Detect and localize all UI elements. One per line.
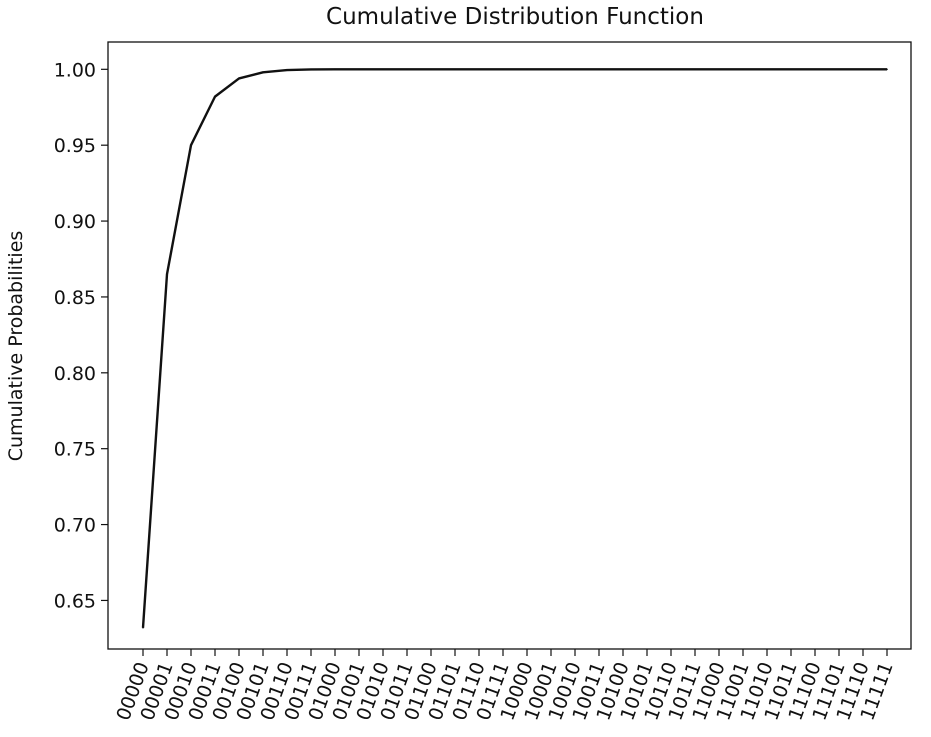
cdf-series-line	[141, 68, 887, 628]
cdf-data-point	[478, 68, 480, 71]
y-axis-ticks: 0.65 0.70 0.75 0.80 0.85 0.90 0.95 1.00	[54, 59, 108, 612]
cdf-data-point	[430, 68, 432, 71]
cdf-data-point	[646, 68, 648, 71]
cdf-data-point	[598, 68, 600, 71]
cdf-data-point	[766, 68, 768, 71]
cdf-data-point	[718, 68, 720, 71]
cdf-data-point	[550, 68, 552, 71]
cdf-data-point	[886, 68, 888, 71]
cdf-data-point	[814, 68, 816, 71]
cdf-data-point	[838, 68, 840, 71]
cdf-data-point	[238, 77, 240, 80]
cdf-data-point	[694, 68, 696, 71]
cdf-data-point	[790, 68, 792, 71]
chart-title: Cumulative Distribution Function	[326, 4, 704, 30]
cdf-data-point	[334, 68, 336, 71]
cdf-data-point	[382, 68, 384, 71]
cdf-data-point	[526, 68, 528, 71]
cdf-data-point	[502, 68, 504, 71]
cdf-data-point	[670, 68, 672, 71]
cdf-data-point	[358, 68, 360, 71]
y-tick-label: 0.90	[54, 211, 96, 233]
y-tick-label: 1.00	[54, 59, 96, 81]
cdf-data-point	[742, 68, 744, 71]
cdf-data-point	[166, 273, 168, 275]
series-layer	[141, 68, 888, 629]
y-tick-label: 0.95	[54, 135, 96, 157]
cdf-data-point	[406, 68, 408, 71]
cdf-data-point	[142, 626, 144, 629]
cdf-data-point	[574, 68, 576, 71]
cdf-data-point	[622, 68, 624, 71]
y-tick-label: 0.85	[54, 287, 96, 309]
y-tick-label: 0.75	[54, 439, 96, 461]
cdf-data-point	[862, 68, 864, 71]
cdf-data-point	[286, 69, 288, 71]
y-axis-label: Cumulative Probabilities	[5, 231, 27, 462]
y-tick-label: 0.80	[54, 363, 96, 385]
y-tick-label: 0.65	[54, 590, 96, 612]
cdf-data-point	[454, 68, 456, 71]
cdf-data-point	[190, 144, 192, 146]
y-tick-label: 0.70	[54, 515, 96, 537]
cdf-data-point	[310, 68, 312, 71]
cdf-data-point	[214, 95, 216, 98]
cdf-data-point	[262, 71, 264, 74]
plot-area-frame	[107, 41, 912, 650]
